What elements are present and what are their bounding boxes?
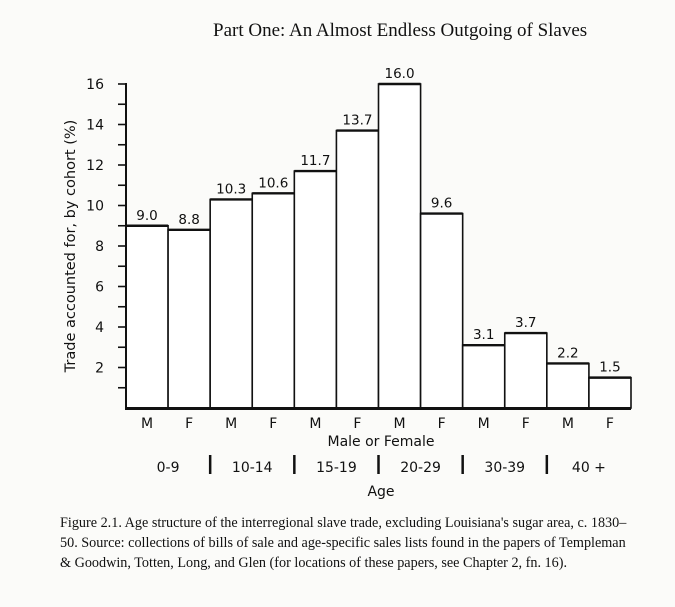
bar xyxy=(251,192,296,409)
x-tick-label: M xyxy=(393,416,405,432)
x-axis-label-age: Age xyxy=(367,484,394,500)
y-tick-label: 2 xyxy=(95,361,104,377)
y-axis-label: Trade accounted for, by cohort (%) xyxy=(63,120,79,374)
y-tick-label: 14 xyxy=(86,118,104,134)
bar xyxy=(588,376,632,409)
bar-value-label: 11.7 xyxy=(300,153,330,169)
y-tick-label: 10 xyxy=(86,199,104,215)
bar xyxy=(461,344,506,409)
x-tick-label: M xyxy=(309,416,321,432)
bar xyxy=(335,129,380,409)
bar-value-label: 2.2 xyxy=(557,345,578,361)
x-tick-label: F xyxy=(353,416,361,432)
y-tick-label: 6 xyxy=(95,280,104,296)
bar-value-label: 3.1 xyxy=(473,327,494,343)
age-group-label: 20-29 xyxy=(400,460,441,476)
y-tick-label: 4 xyxy=(95,320,104,336)
bar-value-label: 10.3 xyxy=(216,181,246,197)
x-axis-label: Male or Female xyxy=(327,434,434,450)
bar-value-label: 3.7 xyxy=(515,315,536,331)
age-group-label: 10-14 xyxy=(232,460,273,476)
y-tick-label: 16 xyxy=(86,77,104,93)
bar xyxy=(125,224,169,409)
bar-value-label: 13.7 xyxy=(342,113,372,129)
bar xyxy=(546,362,590,409)
running-header: Part One: An Almost Endless Outgoing of … xyxy=(213,20,588,41)
x-tick-label: M xyxy=(478,416,490,432)
bar-value-label: 8.8 xyxy=(178,212,199,228)
bar xyxy=(209,198,254,409)
x-tick-label: M xyxy=(141,416,153,432)
bar-value-label: 9.0 xyxy=(136,208,157,224)
bar xyxy=(293,170,338,409)
bar xyxy=(377,83,422,409)
age-group-label: 15-19 xyxy=(316,460,357,476)
age-group-label: 40 + xyxy=(572,460,606,476)
bar xyxy=(503,332,548,409)
figure-caption: Figure 2.1. Age structure of the interre… xyxy=(60,515,627,571)
x-tick-label: F xyxy=(522,416,530,432)
x-tick-label: F xyxy=(269,416,277,432)
x-tick-label: F xyxy=(438,416,446,432)
y-tick-label: 12 xyxy=(86,158,104,174)
bar xyxy=(419,212,464,409)
x-tick-label: F xyxy=(185,416,193,432)
bar-value-label: 10.6 xyxy=(258,175,288,191)
age-group-label: 30-39 xyxy=(484,460,525,476)
bar-value-label: 16.0 xyxy=(385,66,415,82)
bar-value-label: 9.6 xyxy=(431,196,452,212)
age-group-label: 0-9 xyxy=(157,460,180,476)
x-tick-label: M xyxy=(562,416,574,432)
bar-value-label: 1.5 xyxy=(599,360,620,376)
x-tick-label: F xyxy=(606,416,614,432)
y-tick-label: 8 xyxy=(95,239,104,255)
bar xyxy=(167,229,211,409)
x-tick-label: M xyxy=(225,416,237,432)
